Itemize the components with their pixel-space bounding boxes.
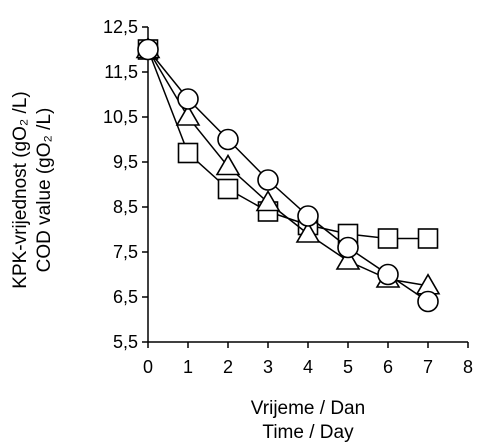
y-axis-title: KPK-vrijednost (gO₂ /L)	[10, 91, 31, 288]
x-axis-title-en: Time / Day	[262, 422, 354, 443]
y-tick-label: 7,5	[113, 242, 138, 262]
series-layer	[135, 36, 441, 313]
series-circle	[137, 38, 439, 313]
y-tick-label: 10,5	[103, 107, 138, 127]
x-tick-label: 6	[383, 357, 393, 377]
data-point-triangle	[295, 221, 321, 243]
data-point-square	[417, 228, 439, 249]
data-point-circle	[257, 169, 279, 191]
series-line	[147, 49, 429, 303]
x-tick-label: 7	[423, 357, 433, 377]
data-point-circle	[177, 88, 199, 110]
data-point-triangle	[215, 153, 241, 176]
data-point-square	[217, 178, 239, 200]
data-point-square	[377, 228, 399, 249]
x-tick-label: 3	[263, 357, 273, 377]
data-point-triangle	[335, 248, 361, 270]
y-tick-label: 11,5	[104, 62, 138, 82]
axis-labels: 5,5 6,5 7,5 8,5 9,5 10,5 11,5 12,5 0 1 2 3 4 5 6 7 8 Vrij…	[10, 17, 473, 443]
data-point-triangle	[175, 104, 201, 126]
data-point-circle	[417, 290, 439, 313]
x-tick-label: 2	[223, 357, 233, 377]
data-point-circle	[137, 38, 159, 61]
x-axis-title: Vrijeme / Dan	[251, 398, 365, 419]
y-axis-title-en: COD value (gO₂ /L)	[34, 108, 55, 273]
y-tick-label: 12,5	[103, 17, 138, 37]
data-point-circle	[337, 236, 359, 259]
y-tick-label: 8,5	[113, 197, 138, 217]
data-point-circle	[297, 205, 319, 227]
y-tick-label: 9,5	[113, 152, 138, 172]
data-point-triangle	[255, 189, 281, 212]
y-tick-label: 5,5	[113, 332, 138, 352]
data-point-circle	[217, 128, 239, 151]
axes	[142, 26, 469, 348]
x-tick-label: 0	[143, 357, 153, 377]
series-line	[147, 49, 429, 287]
x-tick-label: 8	[463, 357, 473, 377]
data-point-square	[177, 142, 199, 164]
series-triangle	[135, 36, 441, 295]
y-tick-label: 6,5	[113, 287, 138, 307]
data-point-circle	[377, 263, 399, 286]
x-tick-label: 1	[183, 357, 193, 377]
x-tick-label: 5	[343, 357, 353, 377]
series-square	[137, 39, 439, 249]
x-tick-label: 4	[303, 357, 313, 377]
